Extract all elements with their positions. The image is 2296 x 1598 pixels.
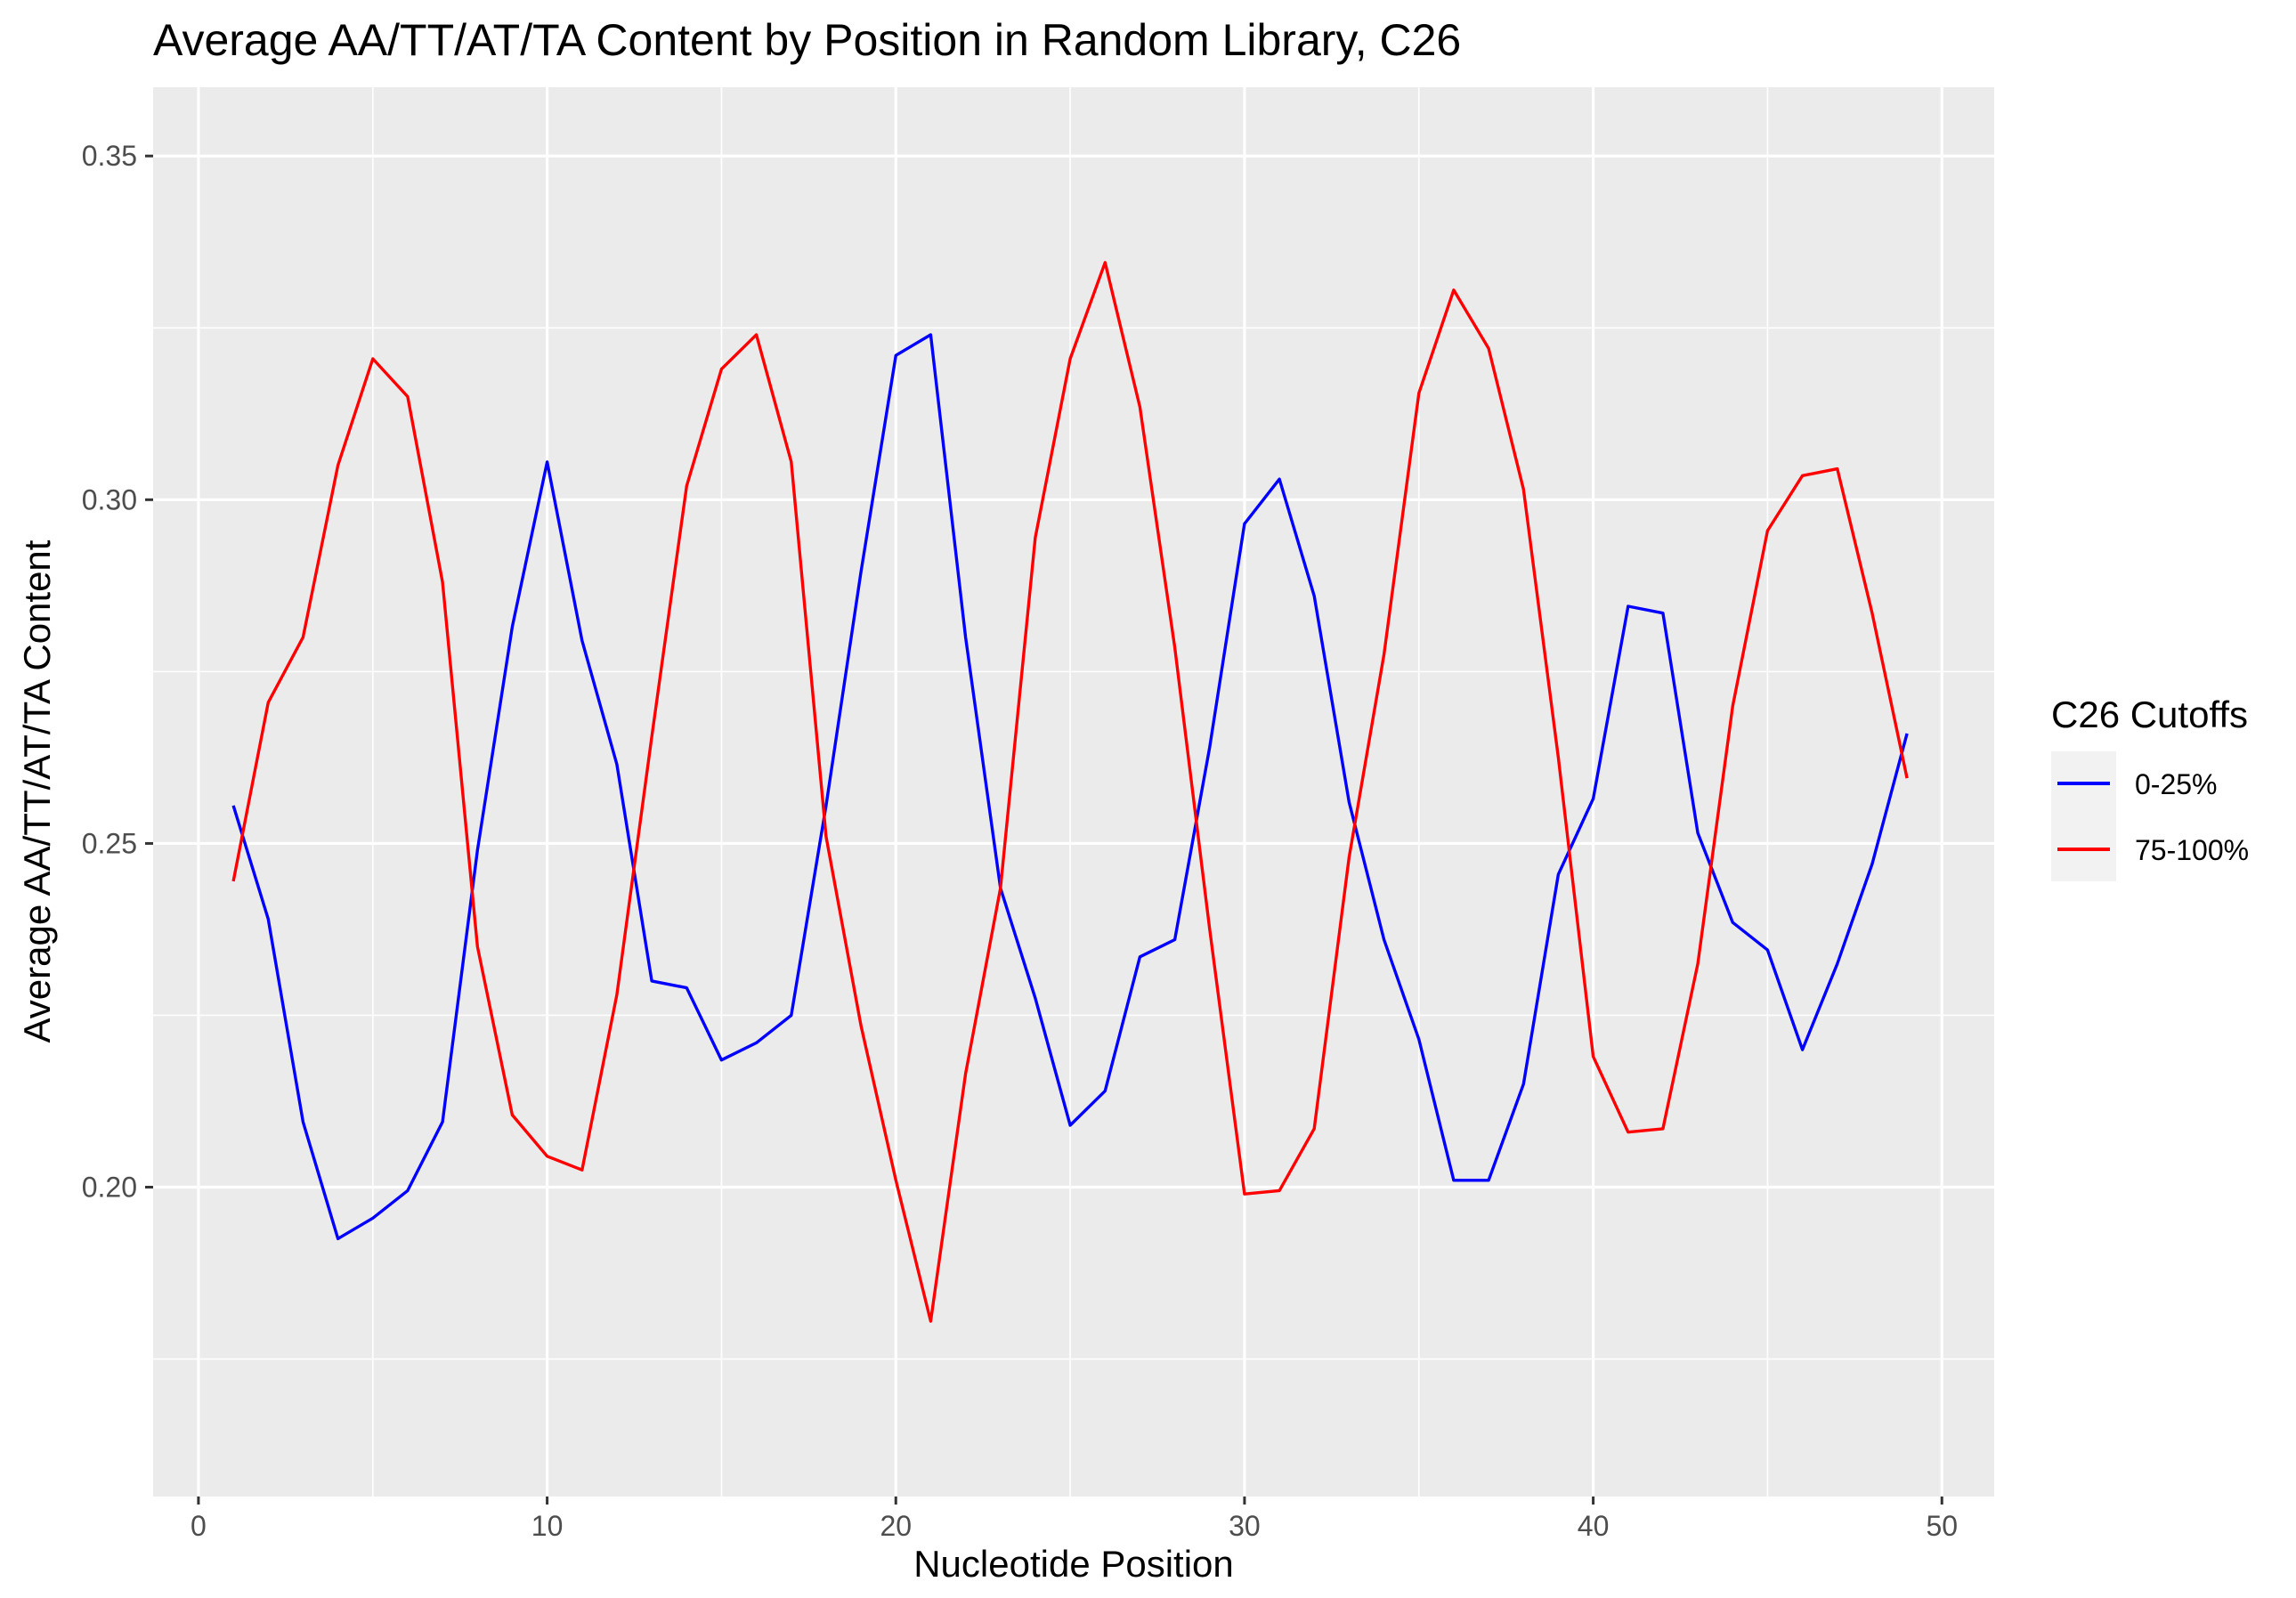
series-line-75-100 bbox=[231, 261, 1909, 1323]
x-tick-label: 10 bbox=[531, 1510, 564, 1542]
x-tick-label: 40 bbox=[1578, 1510, 1610, 1542]
legend-label-75-100: 75-100% bbox=[2135, 834, 2249, 866]
y-tick-label: 0.30 bbox=[82, 483, 137, 515]
y-axis-ticks: 0.20 0.25 0.30 0.35 bbox=[82, 140, 153, 1204]
y-tick-label: 0.35 bbox=[82, 140, 137, 172]
x-axis-ticks: 0 10 20 30 40 50 bbox=[191, 1497, 1958, 1542]
x-tick-label: 0 bbox=[191, 1510, 207, 1542]
plot-panel bbox=[153, 87, 1994, 1497]
y-tick-label: 0.20 bbox=[82, 1172, 137, 1204]
legend-label-0-25: 0-25% bbox=[2135, 768, 2218, 800]
legend-title: C26 Cutoffs bbox=[2051, 694, 2248, 735]
series-line-0-25 bbox=[231, 333, 1909, 1241]
series-lines bbox=[231, 261, 1909, 1323]
x-tick-label: 30 bbox=[1229, 1510, 1261, 1542]
chart-title: Average AA/TT/AT/TA Content by Position … bbox=[153, 15, 1461, 65]
y-axis-title: Average AA/TT/AT/TA Content bbox=[16, 539, 58, 1042]
x-tick-label: 50 bbox=[1926, 1510, 1958, 1542]
y-tick-label: 0.25 bbox=[82, 827, 137, 859]
legend: C26 Cutoffs 0-25% 75-100% bbox=[2051, 694, 2249, 881]
x-axis-title: Nucleotide Position bbox=[913, 1543, 1234, 1585]
x-tick-label: 20 bbox=[880, 1510, 912, 1542]
